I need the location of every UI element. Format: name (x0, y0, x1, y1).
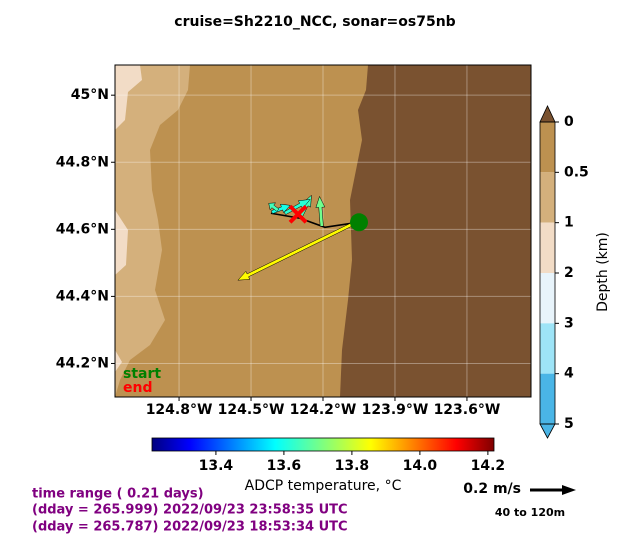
depth-band (540, 122, 555, 173)
velocity-vector (237, 222, 354, 281)
depth-band (540, 273, 555, 324)
velocity-vector (268, 202, 280, 212)
data-layer (237, 194, 368, 281)
temperature-tick-label: 13.6 (267, 458, 302, 474)
depth-label: Depth (km) (595, 232, 611, 312)
depth-band (540, 323, 555, 374)
scale-arrowhead (562, 485, 576, 495)
temperature-tick-label: 14.0 (403, 458, 438, 474)
end-marker (288, 204, 308, 224)
y-tick-label: 44.6°N (56, 221, 109, 237)
y-tick-label: 45°N (71, 87, 109, 103)
x-tick-label: 123.6°W (434, 402, 501, 418)
y-tick-label: 44.4°N (56, 288, 109, 304)
depth-band (540, 172, 555, 223)
temperature-tick-label: 14.2 (471, 458, 506, 474)
depth-range: 40 to 120m (495, 506, 565, 519)
depth-tick-label: 3 (564, 315, 574, 331)
end-label: end (123, 380, 152, 396)
x-tick-label: 124.5°W (218, 402, 285, 418)
start-marker (349, 213, 368, 232)
depth-tick-label: 5 (564, 416, 574, 432)
depth-over (539, 105, 556, 123)
y-tick-label: 44.2°N (56, 355, 109, 371)
depth-tick-label: 4 (564, 366, 574, 382)
x-tick-label: 124.8°W (146, 402, 213, 418)
ship-track (270, 212, 359, 229)
grid (115, 65, 531, 397)
bathymetry (115, 65, 531, 397)
depth-under (539, 423, 556, 439)
depth-tick-label: 1 (564, 215, 574, 231)
depth-tick-label: 0.5 (564, 164, 589, 180)
temperature-tick-label: 13.8 (335, 458, 370, 474)
depth-tick-label: 0 (564, 114, 574, 130)
start-label: start (123, 366, 161, 382)
time-start: (dday = 265.787) 2022/09/23 18:53:34 UTC (32, 520, 348, 535)
velocity-vector (283, 199, 311, 215)
time-range: time range ( 0.21 days) (32, 487, 204, 502)
x-tick-label: 123.9°W (362, 402, 429, 418)
x-tick-label: 124.2°W (290, 402, 357, 418)
depth-tick-label: 2 (564, 265, 574, 281)
time-end: (dday = 265.999) 2022/09/23 23:58:35 UTC (32, 503, 348, 518)
depth-band (540, 222, 555, 273)
scale-label: 0.2 m/s (463, 481, 521, 497)
velocity-vector (315, 195, 326, 227)
velocity-vector (271, 203, 291, 215)
temperature-label: ADCP temperature, °C (245, 478, 402, 494)
temperature-colorbar (151, 437, 495, 452)
y-tick-label: 44.8°N (56, 154, 109, 170)
temperature-tick-label: 13.4 (199, 458, 234, 474)
depth-band (540, 373, 555, 424)
title: cruise=Sh2210_NCC, sonar=os75nb (174, 14, 455, 30)
